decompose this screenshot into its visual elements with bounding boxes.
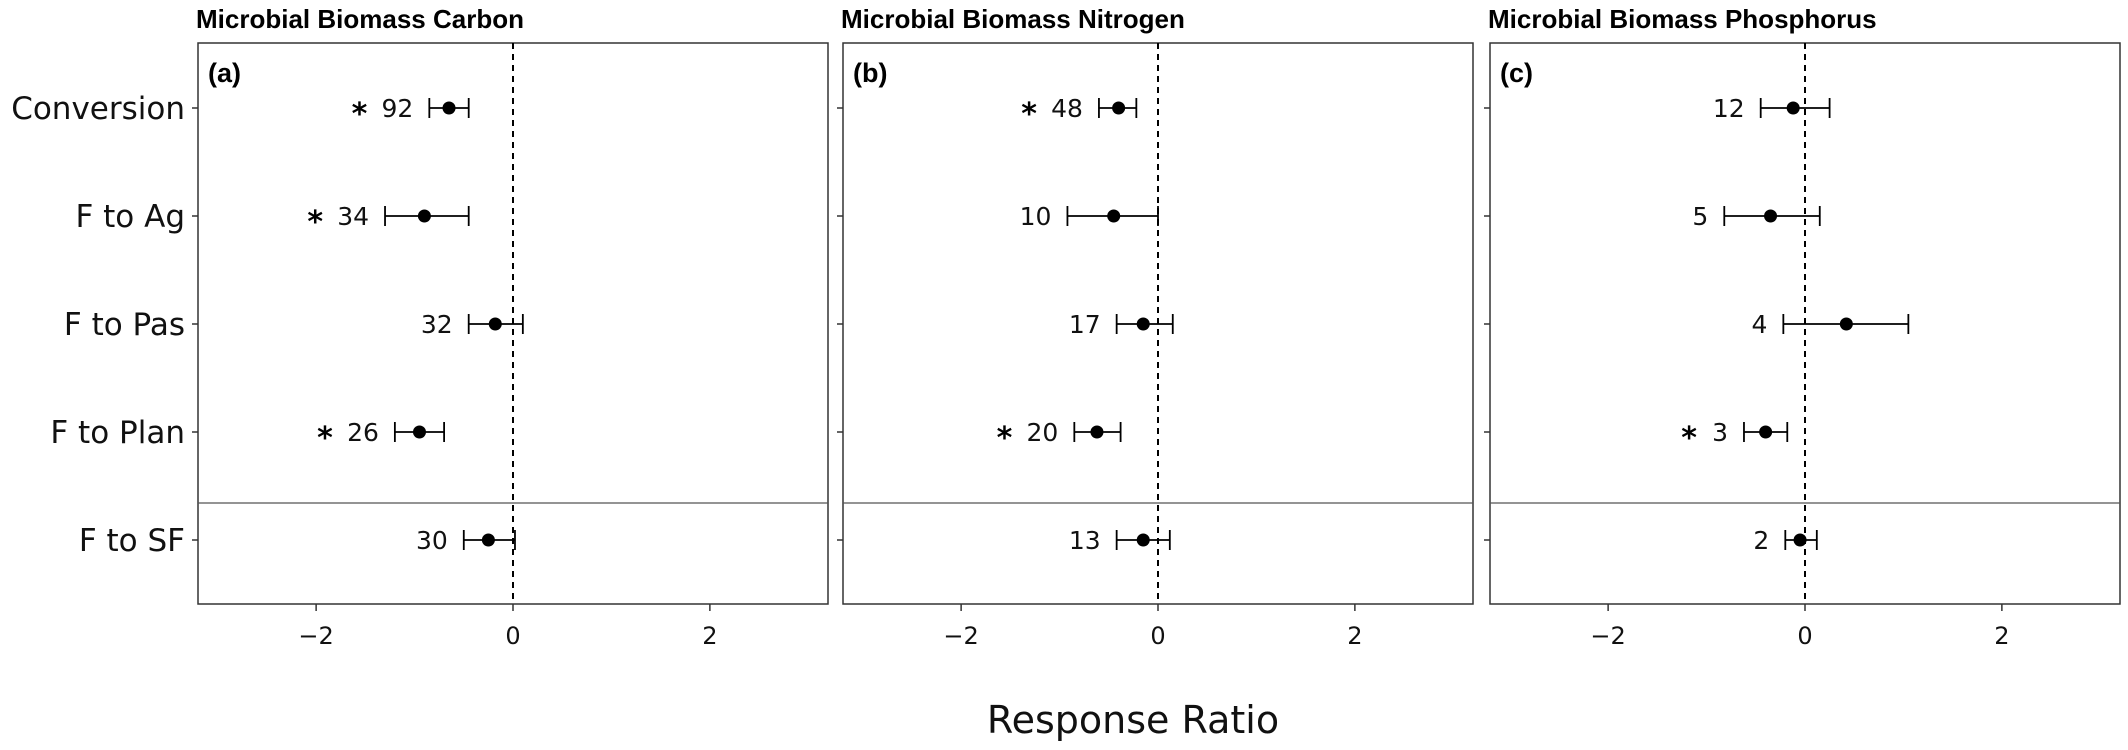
- significance-star: *: [1681, 421, 1697, 456]
- category-label: F to Plan: [50, 415, 185, 451]
- x-tick-label: 0: [1797, 622, 1812, 650]
- category-label: F to SF: [79, 523, 185, 559]
- significance-star: *: [307, 205, 323, 240]
- x-axis-label: Response Ratio: [987, 698, 1279, 742]
- x-tick-label: 0: [505, 622, 520, 650]
- x-tick-label: 2: [1994, 622, 2009, 650]
- category-labels: Conversion F to Ag F to Pas F to Plan F to S…: [11, 91, 185, 559]
- panel-title: Microbial Biomass Nitrogen: [841, 4, 1185, 34]
- category-label: F to Ag: [75, 199, 185, 235]
- point-estimate: [1136, 317, 1150, 331]
- sample-size-label: 30: [416, 526, 448, 555]
- panel-title: Microbial Biomass Carbon: [196, 4, 524, 34]
- panel: Microbial Biomass Nitrogen (b) −2 0 2 48 * 10 17…: [837, 4, 1474, 650]
- sample-size-label: 3: [1712, 418, 1728, 447]
- point-estimate: [1090, 425, 1104, 439]
- sample-size-label: 17: [1069, 310, 1101, 339]
- category-label: F to Pas: [64, 307, 185, 343]
- significance-star: *: [1021, 97, 1037, 132]
- sample-size-label: 12: [1713, 94, 1745, 123]
- panel-tag: (a): [208, 58, 241, 88]
- sample-size-label: 48: [1051, 94, 1083, 123]
- x-tick-label: 0: [1150, 622, 1165, 650]
- sample-size-label: 2: [1753, 526, 1769, 555]
- sample-size-label: 26: [347, 418, 379, 447]
- sample-size-label: 4: [1751, 310, 1767, 339]
- point-estimate: [1107, 209, 1121, 223]
- point-estimate: [417, 209, 431, 223]
- x-tick-label: −2: [943, 622, 978, 650]
- point-estimate: [481, 533, 495, 547]
- panels: Microbial Biomass Carbon(a)−2 0 292*34*322…: [192, 4, 2121, 650]
- point-estimate: [1136, 533, 1150, 547]
- point-estimate: [412, 425, 426, 439]
- point-estimate: [1786, 101, 1800, 115]
- point-estimate: [1793, 533, 1807, 547]
- x-tick-label: 2: [1347, 622, 1362, 650]
- significance-star: *: [997, 421, 1013, 456]
- significance-star: *: [317, 421, 333, 456]
- x-tick-label: 2: [702, 622, 717, 650]
- point-estimate: [488, 317, 502, 331]
- sample-size-label: 92: [382, 94, 414, 123]
- panel-tag: (c): [1500, 58, 1533, 88]
- panel-tag: (b): [853, 58, 887, 88]
- category-label: Conversion: [11, 91, 185, 127]
- panel-title: Microbial Biomass Phosphorus: [1488, 4, 1877, 34]
- panel: Microbial Biomass Carbon (a) −2 0 2 92 * 34 * 32 2…: [192, 4, 829, 650]
- point-estimate: [1759, 425, 1773, 439]
- point-estimate: [1839, 317, 1853, 331]
- sample-size-label: 20: [1027, 418, 1059, 447]
- point-estimate: [1112, 101, 1126, 115]
- point-estimate: [1764, 209, 1778, 223]
- x-tick-label: −2: [1590, 622, 1625, 650]
- sample-size-label: 10: [1020, 202, 1052, 231]
- sample-size-label: 32: [421, 310, 453, 339]
- significance-star: *: [352, 97, 368, 132]
- point-estimate: [442, 101, 456, 115]
- sample-size-label: 13: [1069, 526, 1101, 555]
- x-tick-label: −2: [298, 622, 333, 650]
- panel: Microbial Biomass Phosphorus (c) −2 0 2 12 5 4 3…: [1484, 4, 2121, 650]
- sample-size-label: 5: [1692, 202, 1708, 231]
- sample-size-label: 34: [337, 202, 369, 231]
